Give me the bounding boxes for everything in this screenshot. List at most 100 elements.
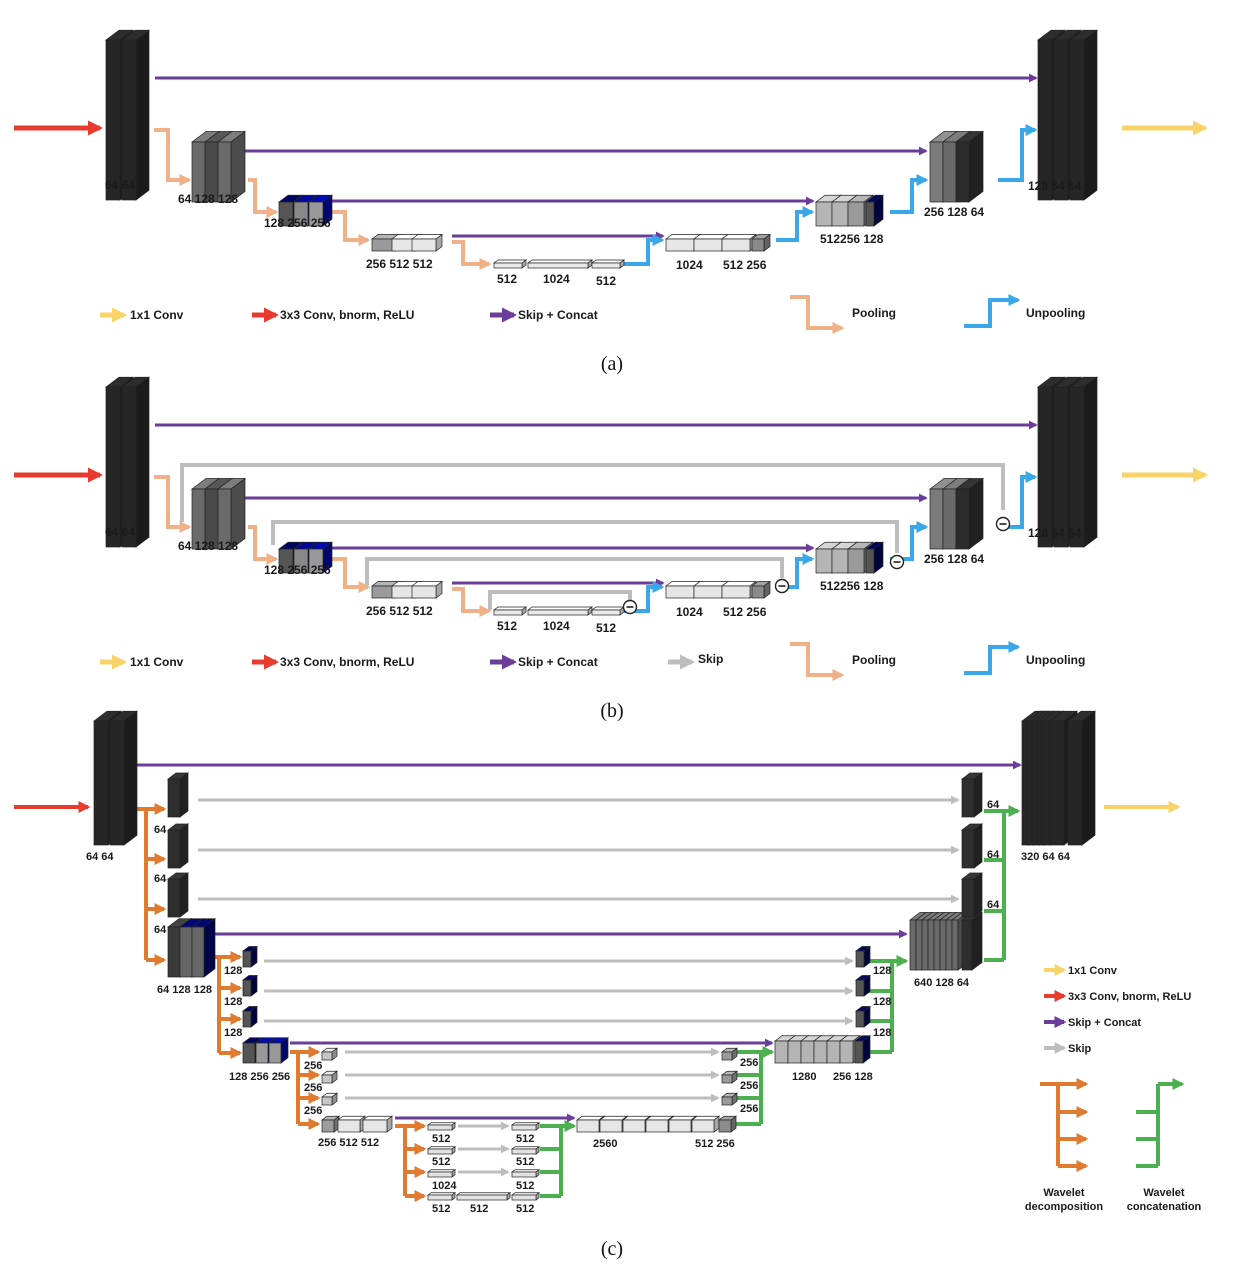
slab-side bbox=[973, 872, 983, 918]
feature-map-layer bbox=[92, 29, 1099, 1201]
slab-front bbox=[945, 919, 953, 971]
slab-front bbox=[831, 201, 849, 227]
pooling-arrow bbox=[452, 240, 492, 270]
legend-label: Pooling bbox=[852, 306, 896, 320]
slab-front bbox=[961, 919, 973, 971]
block-label: 128 64 64 bbox=[1028, 179, 1082, 193]
slab-front bbox=[321, 1074, 333, 1084]
slab-front bbox=[721, 585, 751, 599]
wavelet-subband-feature-map bbox=[854, 1005, 872, 1028]
decoder-level1-feature-map bbox=[1068, 376, 1099, 548]
slab-front bbox=[622, 1119, 646, 1133]
unpooling-arrow bbox=[998, 124, 1038, 182]
slab-front bbox=[293, 201, 309, 227]
slab-front bbox=[105, 39, 121, 201]
block-label: 64 64 bbox=[105, 178, 135, 192]
decoder-level4-feature-map bbox=[720, 580, 758, 599]
slab-front bbox=[167, 778, 181, 818]
slab-front bbox=[831, 548, 849, 574]
panel-caption: (b) bbox=[600, 700, 623, 722]
slab-front bbox=[493, 609, 523, 616]
unpooling-legend-icon bbox=[964, 641, 1021, 675]
block-label: 256 512 512 bbox=[366, 604, 433, 618]
decoder-level3-feature-map bbox=[864, 541, 885, 574]
slab-front bbox=[865, 201, 875, 227]
block-label: 64 64 bbox=[105, 525, 135, 539]
slab-front bbox=[191, 926, 205, 978]
encoder-level4-feature-map bbox=[410, 233, 444, 252]
slab-top bbox=[526, 606, 594, 611]
wavelet-subband-feature-map bbox=[854, 945, 872, 968]
block-label: 512 bbox=[432, 1203, 450, 1215]
slab-side bbox=[973, 823, 983, 869]
unpooling-arrow bbox=[776, 206, 815, 242]
slab-front bbox=[1037, 39, 1053, 201]
wavelet-subband-feature-map bbox=[426, 1192, 457, 1201]
bottleneck-feature-map bbox=[590, 259, 626, 269]
slab-front bbox=[511, 1171, 537, 1178]
encoder-level2-feature-map bbox=[190, 918, 217, 978]
slab-top bbox=[492, 259, 528, 264]
block-label: 512 bbox=[516, 1203, 534, 1215]
block-label: 640 128 64 bbox=[914, 977, 970, 989]
bottleneck-feature-map bbox=[590, 606, 626, 616]
slab-front bbox=[787, 1040, 802, 1064]
block-label: 1024 bbox=[432, 1180, 457, 1192]
encoder-level4-feature-map bbox=[320, 1115, 341, 1133]
pooling-legend-icon bbox=[790, 642, 845, 681]
slab-front bbox=[855, 950, 865, 968]
slab-front bbox=[1041, 720, 1051, 846]
slab-side bbox=[1083, 376, 1098, 548]
slab-front bbox=[591, 262, 621, 269]
legend-label: Skip bbox=[698, 652, 723, 666]
slab-front bbox=[278, 201, 294, 227]
slab-front bbox=[255, 1042, 269, 1064]
slab-front bbox=[278, 548, 294, 574]
slab-front bbox=[921, 919, 929, 971]
slab-front bbox=[751, 238, 765, 252]
slab-front bbox=[427, 1148, 453, 1155]
slab-front bbox=[929, 488, 944, 550]
skip-arrow bbox=[180, 463, 1005, 522]
slab-side bbox=[179, 823, 189, 869]
wavelet-subband-feature-map bbox=[960, 823, 984, 869]
slab-front bbox=[865, 548, 875, 574]
block-label: 512 bbox=[596, 621, 616, 635]
block-label: 128 bbox=[873, 965, 891, 977]
slab-front bbox=[121, 386, 137, 548]
slab-front bbox=[293, 548, 309, 574]
slab-top bbox=[492, 606, 528, 611]
slab-front bbox=[1037, 386, 1053, 548]
slab-front bbox=[955, 141, 970, 203]
slab-front bbox=[645, 1119, 669, 1133]
legend-label: Unpooling bbox=[1026, 306, 1085, 320]
slab-front bbox=[909, 919, 917, 971]
slab-front bbox=[721, 1074, 733, 1084]
wavelet-subband-feature-map bbox=[510, 1169, 541, 1178]
unpooling-arrow bbox=[624, 234, 665, 266]
slab-front bbox=[321, 1119, 335, 1133]
slab-front bbox=[93, 720, 109, 846]
slab-front bbox=[961, 778, 975, 818]
panel-caption: (a) bbox=[601, 353, 623, 375]
wavelet-subband-feature-map bbox=[166, 823, 190, 869]
decoder-level1-feature-map bbox=[1066, 710, 1097, 846]
encoder-level3-feature-map bbox=[307, 541, 334, 574]
slab-front bbox=[933, 919, 941, 971]
slab-front bbox=[321, 1096, 333, 1106]
slab-front bbox=[847, 548, 865, 574]
slab-front bbox=[1053, 39, 1069, 201]
slab-front bbox=[1053, 386, 1069, 548]
slab-side bbox=[968, 130, 984, 203]
slab-front bbox=[427, 1194, 453, 1201]
wavelet-subband-feature-map bbox=[426, 1169, 457, 1178]
decoder-level2-feature-map bbox=[960, 911, 984, 971]
slab-front bbox=[242, 1042, 256, 1064]
slab-front bbox=[411, 238, 437, 252]
slab-front bbox=[527, 262, 589, 269]
slab-front bbox=[576, 1119, 600, 1133]
decoder-level2-feature-map bbox=[954, 130, 985, 203]
slab-front bbox=[308, 201, 324, 227]
slab-front bbox=[591, 609, 621, 616]
